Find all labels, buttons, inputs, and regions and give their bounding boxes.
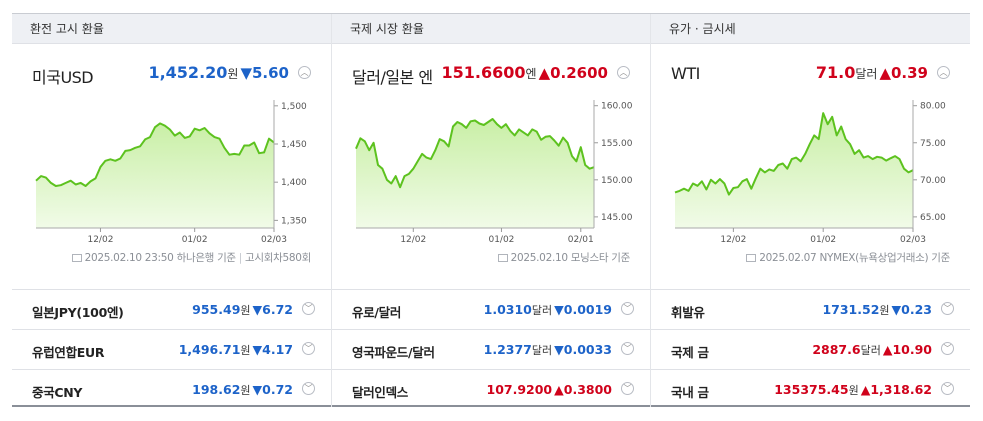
x-tick-label: 02/01 — [568, 235, 594, 245]
chevron-up-icon[interactable]: ︿ — [617, 66, 630, 79]
quote-row-name[interactable]: 영국파운드/달러 — [352, 345, 435, 360]
chevron-down-icon[interactable]: ﹀ — [302, 382, 315, 395]
quote-row-name[interactable]: 국제 금 — [671, 345, 709, 360]
main-quote-name[interactable]: WTI — [671, 64, 700, 83]
chart-caption: 2025.02.10 23:50 하나은행 기준 | 고시회차580회 — [71, 250, 311, 265]
series-area — [356, 119, 594, 228]
quote-row-name[interactable]: 유럽연합EUR — [32, 345, 105, 360]
chevron-up-icon[interactable]: ︿ — [937, 66, 950, 79]
quote-row-name[interactable]: 유로/달러 — [352, 305, 402, 320]
series-area — [36, 123, 274, 228]
quote-list: 휘발유 1731.52원 ▼0.23 ﹀ 국제 금 2887.6달러 ▲10.90 ﹀ 국내… — [651, 289, 970, 409]
main-quote-name[interactable]: 미국USD — [32, 68, 94, 87]
chevron-down-icon[interactable]: ﹀ — [941, 382, 954, 395]
y-tick-label: 70.00 — [920, 176, 946, 186]
quote-row[interactable]: 중국CNY 198.62원 ▼0.72 ﹀ — [12, 369, 331, 409]
quote-row[interactable]: 영국파운드/달러 1.2377달러 ▼0.0033 ﹀ — [332, 329, 650, 369]
y-tick-label: 75.00 — [920, 139, 946, 149]
quote-row[interactable]: 유로/달러 1.0310달러 ▼0.0019 ﹀ — [332, 289, 650, 329]
chart-usdjpy: 160.00 155.00 150.00 145.00 12/02 01/02 02/01 — [355, 100, 633, 260]
quote-row[interactable]: 유럽연합EUR 1,496.71원 ▼4.17 ﹀ — [12, 329, 331, 369]
panel-exchange-rate: 환전 고시 환율 미국USD 1,452.20원 ▼5.60 ︿ 1,500 1,4… — [12, 14, 331, 407]
main-quote-value: 1,452.20원 ▼5.60 — [148, 63, 289, 82]
x-tick-label: 02/03 — [261, 235, 287, 245]
y-tick-label: 80.00 — [920, 102, 946, 112]
chart-svg: 1,500 1,450 1,400 1,350 12/02 01/02 02/03 — [35, 100, 307, 245]
series-area — [675, 113, 913, 228]
y-tick-label: 160.00 — [601, 102, 633, 112]
quote-row-name[interactable]: 일본JPY(100엔) — [32, 305, 124, 320]
chevron-up-icon[interactable]: ︿ — [298, 66, 311, 79]
quote-row[interactable]: 달러인덱스 107.9200 ▲0.3800 ﹀ — [332, 369, 650, 409]
quote-row-value: 1731.52원 ▼0.23 — [822, 302, 932, 317]
quote-row-name[interactable]: 국내 금 — [671, 385, 709, 400]
panel-title[interactable]: 국제 시장 환율 — [332, 14, 650, 44]
quote-row-name[interactable]: 휘발유 — [671, 305, 705, 320]
main-quote[interactable]: 미국USD 1,452.20원 ▼5.60 ︿ — [32, 63, 311, 87]
quote-row-value: 1.2377달러 ▼0.0033 — [483, 342, 612, 357]
y-tick-label: 145.00 — [601, 213, 633, 223]
main-quote[interactable]: 달러/일본 엔 151.6600엔 ▲0.2600 ︿ — [352, 63, 630, 87]
quote-row-name[interactable]: 중국CNY — [32, 385, 83, 400]
main-quote-name[interactable]: 달러/일본 엔 — [352, 68, 433, 87]
document-icon — [746, 254, 757, 262]
chevron-down-icon[interactable]: ﹀ — [941, 302, 954, 315]
panel-title[interactable]: 환전 고시 환율 — [12, 14, 331, 44]
quote-row-value: 107.9200 ▲0.3800 — [486, 382, 613, 397]
quote-row[interactable]: 국내 금 135375.45원 ▲1,318.62 ﹀ — [651, 369, 970, 409]
panel-title[interactable]: 유가 · 금시세 — [651, 14, 970, 44]
chevron-down-icon[interactable]: ﹀ — [621, 382, 634, 395]
chart-svg: 160.00 155.00 150.00 145.00 12/02 01/02 02/01 — [355, 100, 633, 245]
quote-row-value: 135375.45원 ▲1,318.62 — [774, 382, 932, 397]
series-line — [674, 112, 914, 196]
quote-row[interactable]: 휘발유 1731.52원 ▼0.23 ﹀ — [651, 289, 970, 329]
document-icon — [71, 254, 82, 262]
main-quote-value: 71.0달러 ▲0.39 — [815, 63, 928, 82]
quote-row-value: 198.62원 ▼0.72 — [192, 382, 293, 397]
y-tick-label: 150.00 — [601, 176, 633, 186]
chart-svg: 80.00 75.00 70.00 65.00 12/02 01/02 02/03 — [674, 100, 946, 245]
main-quote-value: 151.6600엔 ▲0.2600 — [441, 63, 608, 82]
quote-row-value: 1,496.71원 ▼4.17 — [178, 342, 293, 357]
x-tick-label: 12/02 — [87, 235, 113, 245]
x-tick-label: 01/02 — [810, 235, 836, 245]
chevron-down-icon[interactable]: ﹀ — [621, 302, 634, 315]
chevron-down-icon[interactable]: ﹀ — [621, 342, 634, 355]
document-icon — [497, 254, 508, 262]
chart-usd: 1,500 1,450 1,400 1,350 12/02 01/02 02/03 — [35, 100, 307, 260]
y-tick-label: 1,500 — [281, 102, 307, 112]
y-tick-label: 1,450 — [281, 140, 307, 150]
chevron-down-icon[interactable]: ﹀ — [302, 342, 315, 355]
chart-caption: 2025.02.07 NYMEX(뉴욕상업거래소) 기준 — [746, 250, 950, 265]
y-tick-label: 1,400 — [281, 178, 307, 188]
y-tick-label: 65.00 — [920, 213, 946, 223]
quote-list: 일본JPY(100엔) 955.49원 ▼6.72 ﹀ 유럽연합EUR 1,496.71… — [12, 289, 331, 409]
series-line — [355, 118, 595, 189]
series-line — [35, 122, 275, 187]
quote-row-value: 1.0310달러 ▼0.0019 — [483, 302, 612, 317]
quote-list: 유로/달러 1.0310달러 ▼0.0019 ﹀ 영국파운드/달러 1.2377달러 ▼0… — [332, 289, 650, 409]
quote-row-name[interactable]: 달러인덱스 — [352, 385, 409, 400]
chevron-down-icon[interactable]: ﹀ — [941, 342, 954, 355]
y-tick-label: 155.00 — [601, 139, 633, 149]
chevron-down-icon[interactable]: ﹀ — [302, 302, 315, 315]
x-tick-label: 12/02 — [400, 235, 426, 245]
x-tick-label: 01/02 — [182, 235, 208, 245]
chart-caption: 2025.02.10 모닝스타 기준 — [497, 250, 630, 265]
x-tick-label: 02/03 — [900, 235, 926, 245]
x-tick-label: 12/02 — [720, 235, 746, 245]
quote-row-value: 2887.6달러 ▲10.90 — [812, 342, 932, 357]
main-quote[interactable]: WTI 71.0달러 ▲0.39 ︿ — [671, 63, 950, 86]
quote-row-value: 955.49원 ▼6.72 — [192, 302, 293, 317]
chart-wti: 80.00 75.00 70.00 65.00 12/02 01/02 02/03 — [674, 100, 946, 260]
panel-oil-gold: 유가 · 금시세 WTI 71.0달러 ▲0.39 ︿ 80.00 75.00 70.… — [650, 14, 970, 407]
quote-row[interactable]: 국제 금 2887.6달러 ▲10.90 ﹀ — [651, 329, 970, 369]
quote-row[interactable]: 일본JPY(100엔) 955.49원 ▼6.72 ﹀ — [12, 289, 331, 329]
x-tick-label: 01/02 — [488, 235, 514, 245]
panel-intl-market: 국제 시장 환율 달러/일본 엔 151.6600엔 ▲0.2600 ︿ 160.… — [331, 14, 650, 407]
y-tick-label: 1,350 — [281, 216, 307, 226]
market-board: 환전 고시 환율 미국USD 1,452.20원 ▼5.60 ︿ 1,500 1,4… — [12, 13, 970, 407]
